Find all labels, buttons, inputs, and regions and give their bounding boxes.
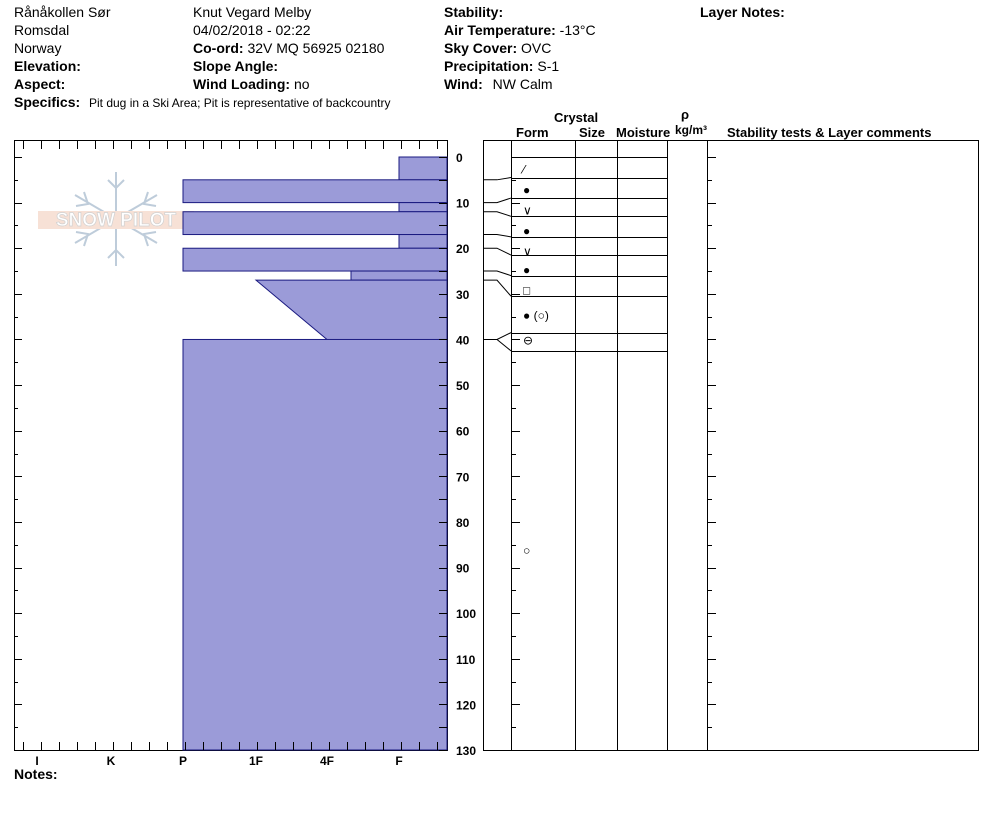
depth-label: 80	[456, 516, 470, 530]
precip-value: S-1	[537, 58, 560, 74]
notes-label: Notes:	[14, 766, 58, 782]
moisture-header: Moisture	[616, 125, 671, 140]
crystal-form-icon: □	[523, 283, 530, 297]
crystal-form-icon: ⊖	[523, 333, 533, 347]
layer-connector-line	[483, 332, 512, 340]
logo-band	[38, 211, 194, 229]
depth-label: 50	[456, 379, 470, 393]
crystal-header: Crystal	[554, 110, 599, 125]
crystal-form-icon: ○	[523, 543, 530, 557]
wind-loading-value: no	[293, 76, 310, 92]
air-temp-value: -13°C	[559, 22, 596, 38]
layer-notes-label: Layer Notes:	[700, 4, 785, 20]
hardness-layers	[182, 156, 448, 751]
depth-label: 60	[456, 425, 470, 439]
hardness-layer	[182, 211, 448, 236]
layer-connector-line	[483, 177, 512, 181]
coord-label: Co-ord:	[193, 40, 244, 56]
observer-name: Knut Vegard Melby	[193, 4, 312, 20]
wind-label: Wind:	[444, 76, 483, 92]
hardness-label: 4F	[320, 754, 334, 768]
crystal-form-icon: ⁄	[520, 162, 527, 176]
crystal-form-icon: ●	[523, 183, 530, 197]
crystal-form-icon: ∨	[523, 245, 532, 259]
stability-label: Stability:	[444, 4, 504, 20]
hardness-layer	[398, 156, 448, 181]
layer-table	[483, 140, 979, 751]
crystal-form-symbols: ⁄ ● ∨ ● ∨ ● □ ● (○) ⊖ ○	[520, 162, 549, 557]
layer-connector-line	[483, 234, 512, 238]
depth-label: 130	[456, 744, 476, 758]
sky-cover-value: OVC	[521, 40, 552, 56]
layer-table-frame	[483, 140, 979, 751]
hardness-layer	[398, 234, 448, 249]
layer-connector-line	[483, 270, 512, 277]
layer-connector-line	[483, 197, 512, 204]
coord-line: Co-ord: 32V MQ 56925 02180	[193, 39, 384, 57]
hardness-label: 1F	[249, 754, 263, 768]
specifics-label: Specifics:	[14, 94, 81, 110]
depth-label: 0	[456, 151, 463, 165]
crystal-form-icon: ●	[523, 263, 530, 277]
layer-row-lines	[511, 157, 667, 352]
precip-label: Precipitation:	[444, 58, 534, 74]
wind-loading-label: Wind Loading:	[193, 76, 291, 92]
layer-connector-line	[483, 338, 512, 352]
layer-connector-line	[483, 279, 512, 297]
specifics-value: Pit dug in a Ski Area; Pit is representa…	[89, 96, 391, 110]
logo-text: SNOW PILOT	[56, 210, 177, 231]
crystal-form-icon: ●	[523, 224, 530, 238]
depth-label: 100	[456, 607, 476, 621]
stability-tests-header: Stability tests & Layer comments	[727, 125, 932, 140]
depth-label: 20	[456, 242, 470, 256]
axis-ticks	[14, 141, 716, 751]
hardness-layer	[182, 179, 448, 204]
size-header: Size	[579, 125, 606, 140]
region-name: Romsdal	[14, 22, 70, 38]
depth-label: 90	[456, 562, 470, 576]
elevation-label: Elevation:	[14, 58, 81, 74]
depth-label: 10	[456, 197, 470, 211]
density-unit-header: kg/m³	[675, 123, 708, 137]
hardness-label: K	[107, 754, 116, 768]
snowpilot-logo: SNOW PILOT	[38, 172, 194, 266]
hardness-label: I	[35, 754, 38, 768]
slope-angle-label: Slope Angle:	[193, 58, 279, 74]
wind-line: Wind: NW Calm	[444, 75, 553, 93]
form-header: Form	[516, 125, 549, 140]
depth-label: 40	[456, 333, 470, 347]
depth-label: 70	[456, 470, 470, 484]
layer-connectors	[483, 177, 512, 352]
precip-line: Precipitation: S-1	[444, 57, 559, 75]
layer-connector-line	[483, 247, 512, 256]
wind-value: NW Calm	[492, 76, 553, 92]
hardness-label: F	[395, 754, 402, 768]
rho-header: ρ	[681, 107, 690, 122]
sky-cover-line: Sky Cover: OVC	[444, 39, 551, 57]
obs-datetime: 04/02/2018 - 02:22	[193, 22, 311, 38]
layer-connector-line	[483, 211, 512, 217]
depth-label: 120	[456, 698, 476, 712]
sky-cover-label: Sky Cover:	[444, 40, 518, 56]
depth-label: 110	[456, 653, 476, 667]
air-temp-label: Air Temperature:	[444, 22, 556, 38]
depth-label: 30	[456, 288, 470, 302]
aspect-label: Aspect:	[14, 76, 66, 92]
hardness-label: P	[179, 754, 187, 768]
hardness-layer	[182, 338, 448, 751]
location-name: Rånåkollen Sør	[14, 4, 111, 20]
crystal-form-icon: ∨	[523, 203, 532, 217]
country-name: Norway	[14, 40, 62, 56]
wind-loading-line: Wind Loading: no	[193, 75, 310, 93]
hardness-layer	[182, 247, 448, 272]
air-temp-line: Air Temperature: -13°C	[444, 21, 596, 39]
crystal-form-icon: ● (○)	[523, 308, 549, 322]
hardness-axis-labels: I K P 1F 4F F	[35, 754, 402, 768]
hardness-layer	[350, 270, 448, 281]
coord-value: 32V MQ 56925 02180	[247, 40, 385, 56]
depth-axis-labels: 0 10 20 30 40 50 60 70 80 90 100 110 120 130	[456, 151, 476, 758]
